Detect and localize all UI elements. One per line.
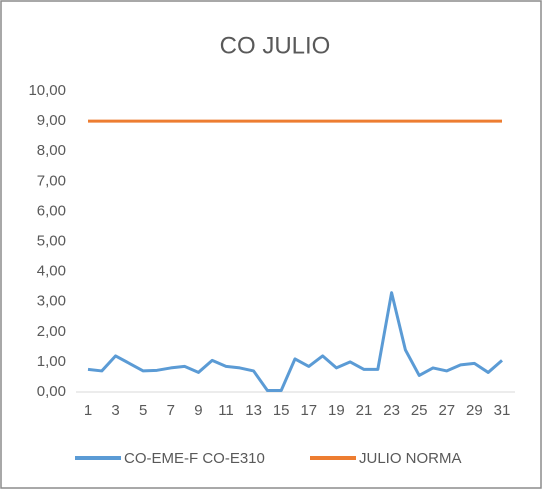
x-tick-label: 19 (328, 402, 345, 419)
y-tick-label: 1,00 (37, 353, 66, 370)
y-tick-label: 0,00 (37, 383, 66, 400)
x-tick-label: 13 (245, 402, 262, 419)
y-tick-label: 3,00 (37, 293, 66, 310)
x-tick-label: 17 (300, 402, 317, 419)
legend-label: CO-EME-F CO-E310 (124, 450, 265, 467)
x-tick-label: 15 (273, 402, 290, 419)
x-tick-label: 21 (356, 402, 373, 419)
data-line (87, 291, 503, 392)
x-tick-label: 9 (194, 402, 202, 419)
chart-title: CO JULIO (220, 32, 331, 59)
legend-label: JULIO NORMA (359, 450, 462, 467)
x-tick-label: 3 (111, 402, 119, 419)
y-tick-label: 4,00 (37, 263, 66, 280)
y-tick-label: 6,00 (37, 202, 66, 219)
x-tick-label: 5 (139, 402, 147, 419)
y-tick-label: 8,00 (37, 142, 66, 159)
x-tick-label: 23 (383, 402, 400, 419)
y-tick-label: 9,00 (37, 112, 66, 129)
y-tick-label: 5,00 (37, 232, 66, 249)
x-tick-label: 29 (466, 402, 483, 419)
x-tick-label: 7 (167, 402, 175, 419)
x-tick-label: 31 (494, 402, 511, 419)
x-tick-label: 25 (411, 402, 428, 419)
y-tick-label: 7,00 (37, 172, 66, 189)
x-tick-label: 27 (438, 402, 455, 419)
x-tick-label: 11 (218, 402, 234, 419)
y-tick-label: 2,00 (37, 323, 66, 340)
x-tick-label: 1 (84, 402, 92, 419)
y-tick-label: 10,00 (28, 82, 66, 99)
